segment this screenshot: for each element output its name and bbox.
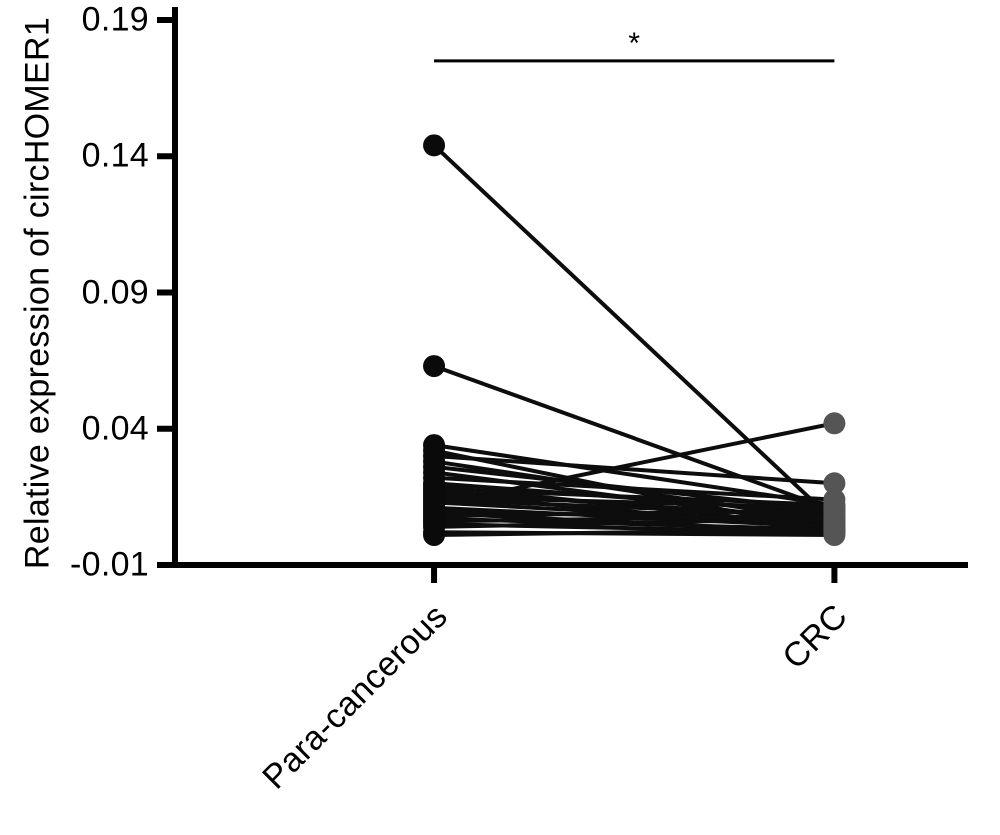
y-tick-label: 0.04 (82, 409, 149, 448)
y-tick-label: 0.14 (82, 137, 149, 176)
paired-line-chart: * (0, 0, 1000, 835)
y-tick-label: 0.19 (82, 1, 149, 40)
y-axis-label: Relative expression of circHOMER1 (19, 16, 58, 568)
y-tick-label: 0.09 (82, 273, 149, 312)
significance-star: * (628, 27, 640, 60)
chart-container: * Relative expression of circHOMER1 -0.0… (0, 0, 1000, 835)
y-tick-label: -0.01 (70, 546, 149, 585)
